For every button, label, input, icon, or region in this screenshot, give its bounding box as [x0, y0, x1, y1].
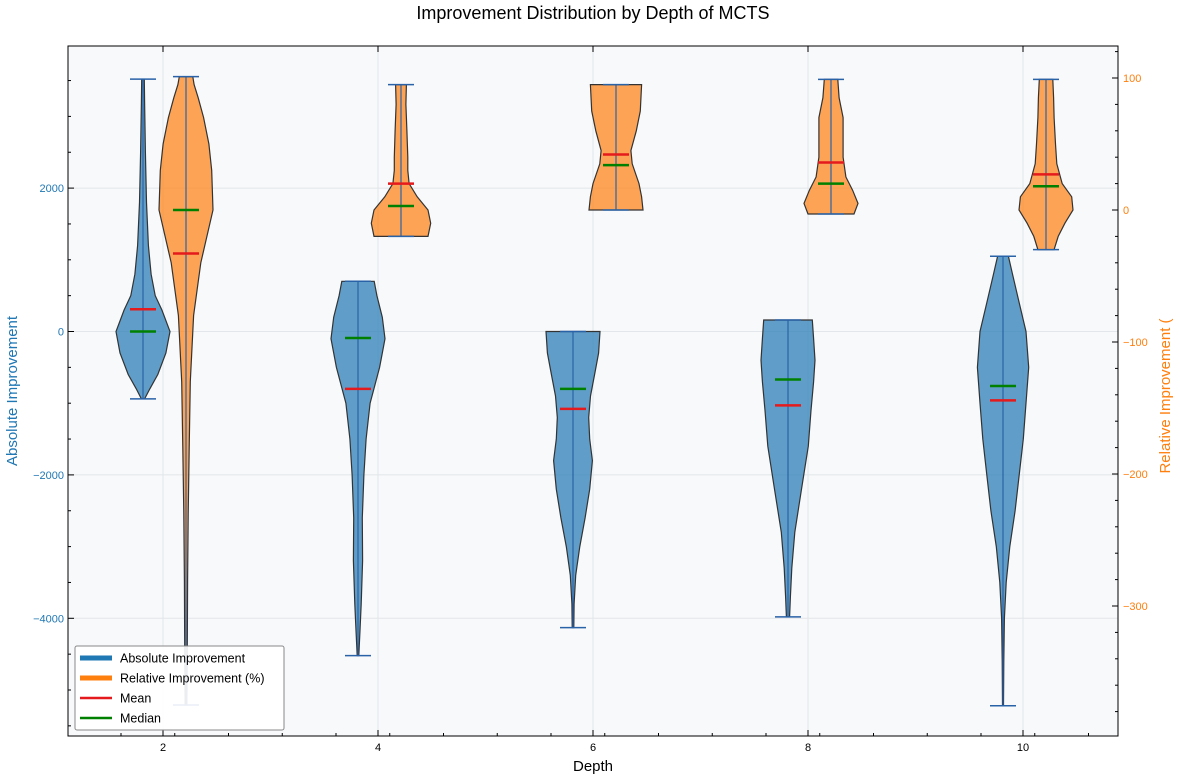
left-y-tick-label: 2000 [40, 183, 64, 195]
right-y-tick-label: −100 [1123, 337, 1148, 349]
legend-label: Absolute Improvement [120, 652, 246, 666]
right-y-tick-label: −300 [1123, 601, 1148, 613]
x-axis-label: Depth [573, 758, 613, 775]
legend-label: Mean [120, 692, 151, 706]
left-y-tick-label: −2000 [33, 470, 64, 482]
x-tick-label: 10 [1017, 742, 1029, 754]
legend-label: Median [120, 712, 161, 726]
legend-box [74, 645, 285, 731]
right-y-tick-label: −200 [1123, 469, 1148, 481]
right-y-tick-label: 0 [1123, 205, 1129, 217]
x-tick-label: 8 [805, 742, 811, 754]
right-y-axis-label: Relative Improvement ( [1157, 318, 1174, 473]
chart-title: Improvement Distribution by Depth of MCT… [416, 3, 769, 23]
x-tick-label: 4 [375, 742, 381, 754]
x-tick-label: 6 [590, 742, 596, 754]
left-y-axis-label: Absolute Improvement [4, 315, 21, 466]
axes: 2000 0 −2000 −4000 100 0 −100 −200 −300 2 4 6 8 10 [33, 45, 1148, 754]
left-y-tick-label: 0 [58, 327, 64, 339]
right-y-tick-label: 100 [1123, 73, 1141, 85]
left-y-tick-label: −4000 [33, 613, 64, 625]
x-tick-label: 2 [160, 742, 166, 754]
legend: Absolute Improvement Relative Improvement… [74, 645, 285, 731]
legend-label: Relative Improvement (%) [120, 672, 265, 686]
violins [115, 75, 1074, 707]
